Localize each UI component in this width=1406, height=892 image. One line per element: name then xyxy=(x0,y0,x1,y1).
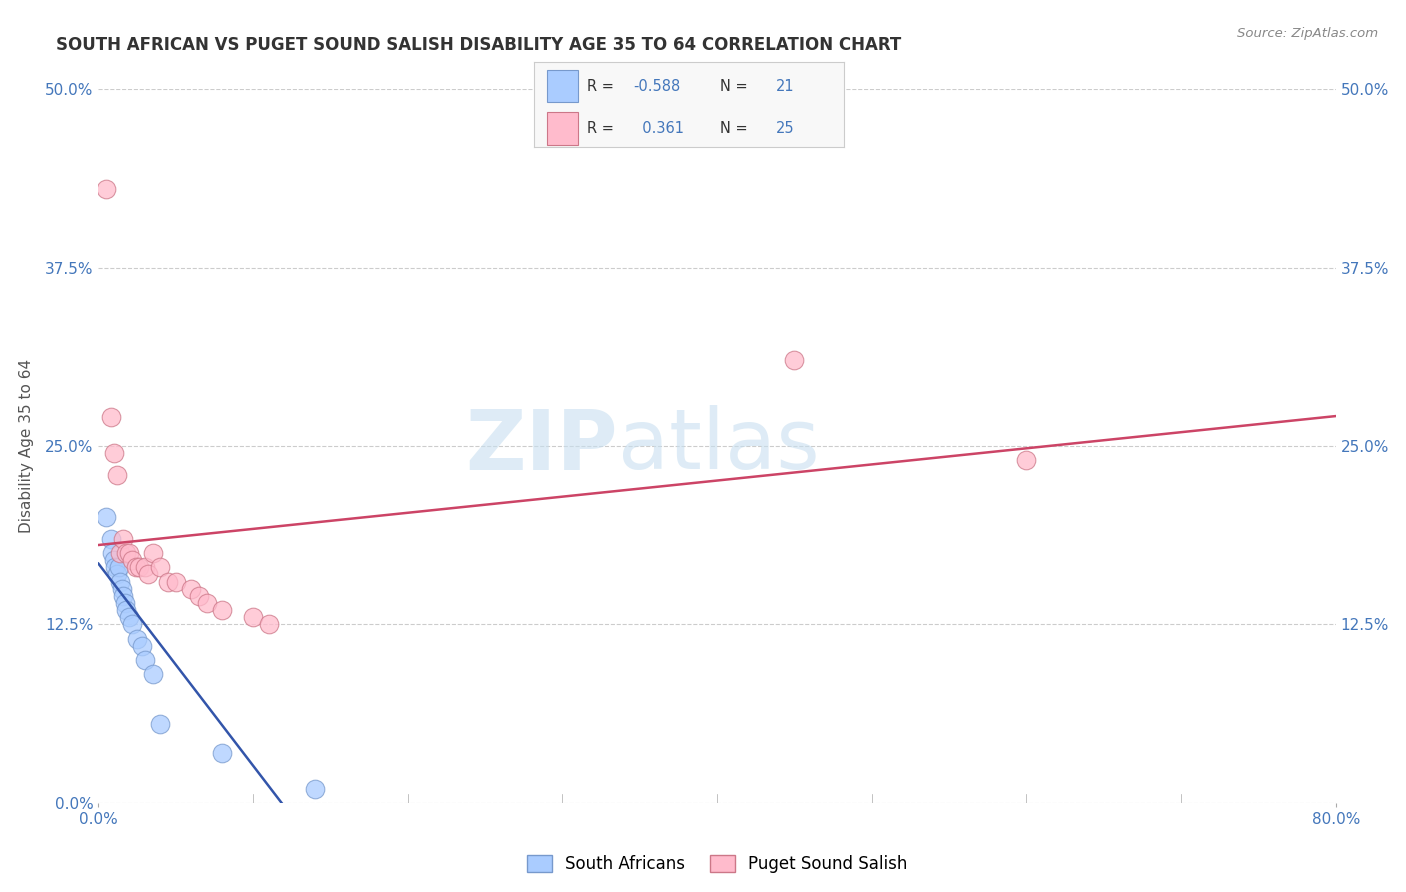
Text: 21: 21 xyxy=(776,78,794,94)
Point xyxy=(111,582,134,596)
Point xyxy=(149,717,172,731)
Point xyxy=(114,596,136,610)
Point xyxy=(195,596,218,610)
Point xyxy=(142,546,165,560)
Point xyxy=(257,617,280,632)
Text: -0.588: -0.588 xyxy=(633,78,681,94)
Text: atlas: atlas xyxy=(619,406,820,486)
Y-axis label: Disability Age 35 to 64: Disability Age 35 to 64 xyxy=(18,359,34,533)
Point xyxy=(105,567,128,582)
Point xyxy=(105,467,128,482)
Point xyxy=(112,589,135,603)
Point xyxy=(211,603,233,617)
Text: ZIP: ZIP xyxy=(465,406,619,486)
Point xyxy=(103,446,125,460)
Point xyxy=(118,546,141,560)
Text: Source: ZipAtlas.com: Source: ZipAtlas.com xyxy=(1237,27,1378,40)
Point xyxy=(136,567,159,582)
Legend: South Africans, Puget Sound Salish: South Africans, Puget Sound Salish xyxy=(520,848,914,880)
Point xyxy=(115,546,138,560)
Point xyxy=(128,560,150,574)
Text: R =: R = xyxy=(586,121,619,136)
Point xyxy=(134,653,156,667)
Point xyxy=(124,560,146,574)
Point xyxy=(157,574,180,589)
Point xyxy=(134,560,156,574)
Point xyxy=(165,574,187,589)
Text: N =: N = xyxy=(720,78,752,94)
Text: 25: 25 xyxy=(776,121,794,136)
Point xyxy=(304,781,326,796)
Point xyxy=(100,532,122,546)
Point xyxy=(149,560,172,574)
Point xyxy=(118,610,141,624)
Text: 0.361: 0.361 xyxy=(633,121,685,136)
Point xyxy=(1015,453,1038,467)
Point xyxy=(96,510,118,524)
Point xyxy=(103,553,125,567)
Point xyxy=(242,610,264,624)
Text: SOUTH AFRICAN VS PUGET SOUND SALISH DISABILITY AGE 35 TO 64 CORRELATION CHART: SOUTH AFRICAN VS PUGET SOUND SALISH DISA… xyxy=(56,36,901,54)
Point xyxy=(104,560,127,574)
Point xyxy=(107,560,129,574)
Point xyxy=(101,546,124,560)
Point xyxy=(96,182,118,196)
Point xyxy=(108,574,131,589)
Point xyxy=(112,532,135,546)
Point xyxy=(121,617,143,632)
Point xyxy=(100,410,122,425)
Text: N =: N = xyxy=(720,121,752,136)
Text: R =: R = xyxy=(586,78,619,94)
Point xyxy=(211,746,233,760)
FancyBboxPatch shape xyxy=(547,70,578,103)
Point xyxy=(783,353,806,368)
Point xyxy=(127,632,149,646)
Point xyxy=(180,582,202,596)
Point xyxy=(131,639,153,653)
Point xyxy=(188,589,211,603)
FancyBboxPatch shape xyxy=(547,112,578,145)
Point xyxy=(121,553,143,567)
Point xyxy=(115,603,138,617)
Point xyxy=(108,546,131,560)
Point xyxy=(142,667,165,681)
